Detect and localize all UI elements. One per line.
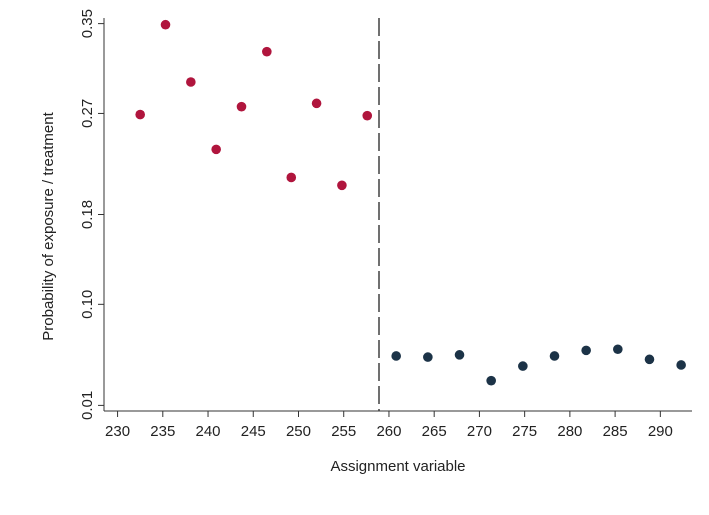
data-point-right [644,354,655,365]
x-tick-label: 235 [150,423,175,440]
x-tick-label: 250 [286,423,311,440]
data-point-right [454,350,465,360]
y-axis: 0.01 0.10 0.18 0.27 0.35 [79,9,105,420]
data-point-right [391,351,401,361]
data-point-right [518,361,528,371]
data-point-left [236,101,247,112]
data-point-left [337,180,347,191]
data-point-left [262,46,272,57]
x-tick-label: 280 [557,423,582,440]
data-point-left [211,144,221,155]
y-tick-label: 0.01 [79,391,96,420]
x-tick-label: 290 [648,423,673,440]
y-tick-label: 0.35 [79,9,96,38]
x-tick-label: 230 [105,423,130,440]
data-points [135,19,686,386]
data-point-left [286,172,297,183]
data-point-left [135,109,145,120]
y-axis-title: Probability of exposure / treatment [40,111,57,340]
data-point-left [160,19,171,30]
x-tick-label: 275 [512,423,537,440]
data-point-right [613,344,623,355]
x-axis: 230 235 240 245 250 255 260 265 270 275 280 285 290 [104,410,692,440]
y-tick-label: 0.18 [79,200,96,229]
x-tick-label: 270 [467,423,492,440]
data-point-right [486,375,496,386]
x-tick-label: 260 [376,423,401,440]
x-tick-label: 245 [241,423,266,440]
data-point-right [423,352,433,362]
x-tick-label: 285 [603,423,628,440]
x-tick-label: 240 [196,423,221,440]
y-tick-label: 0.27 [79,99,96,128]
x-tick-label: 265 [422,423,447,440]
data-point-right [676,360,686,370]
data-point-right [581,345,591,356]
x-axis-title: Assignment variable [330,458,465,475]
y-tick-label: 0.10 [79,290,96,319]
data-point-left [362,110,373,121]
data-point-left [186,77,196,87]
data-point-left [311,98,322,109]
data-point-right [549,351,560,361]
x-tick-label: 255 [331,423,356,440]
